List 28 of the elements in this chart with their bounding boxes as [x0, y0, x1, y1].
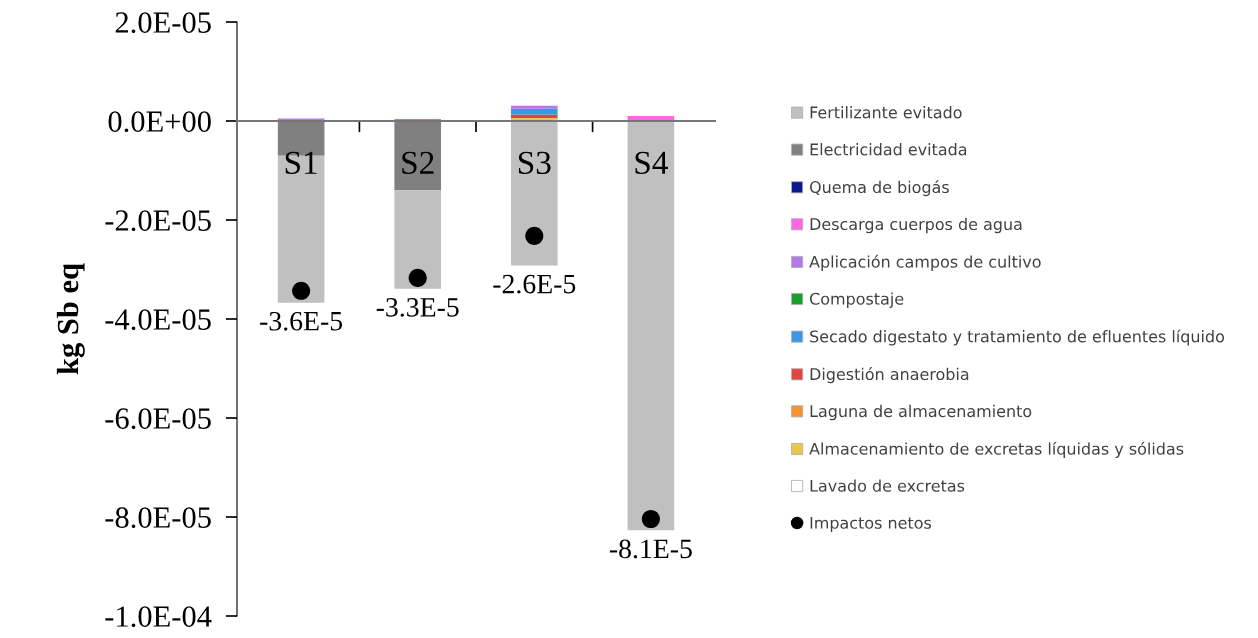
- legend-label: Secado digestato y tratamiento de efluentes líquido: [810, 329, 1224, 346]
- y-tick-label: -6.0E-05: [105, 408, 211, 430]
- annotation: -8.1E-5: [609, 539, 692, 559]
- y-axis-title: kg Sb eq: [56, 263, 85, 375]
- legend-label: Digestión anaerobia: [810, 367, 969, 384]
- legend-label: Aplicación campos de cultivo: [809, 254, 1041, 271]
- x-tick-label: S4: [635, 151, 668, 175]
- y-tick-label: -1.0E-04: [105, 606, 212, 628]
- legend-label: Descarga cuerpos de agua: [810, 217, 1022, 234]
- y-tick-label: 0.0E+00: [108, 111, 211, 133]
- legend-label: Impactos netos: [810, 516, 932, 532]
- x-tick-label: S1: [285, 151, 317, 175]
- y-tick-label: -4.0E-05: [105, 309, 211, 331]
- legend-label: Lavado de excretas: [810, 479, 965, 492]
- legend-label: Compostaje: [809, 292, 904, 308]
- legend-label: Laguna de almacenamiento: [810, 404, 1032, 421]
- annotation: -3.6E-5: [260, 311, 343, 331]
- y-tick-label: -2.0E-05: [105, 210, 211, 232]
- annotation: -2.6E-5: [493, 274, 576, 294]
- y-tick-label: -8.0E-05: [105, 507, 211, 529]
- legend-label: Almacenamiento de excretas líquidas y sólidas: [809, 441, 1184, 458]
- y-tick-label: 2.0E-05: [115, 12, 211, 34]
- legend-label: Electricidad evitada: [810, 143, 967, 156]
- x-tick-label: S2: [402, 151, 434, 175]
- legend-label: Fertilizante evitado: [810, 106, 962, 119]
- x-tick-label: S3: [518, 151, 551, 175]
- annotation: -3.3E-5: [376, 298, 459, 317]
- legend-label: Quema de biogás: [809, 180, 949, 197]
